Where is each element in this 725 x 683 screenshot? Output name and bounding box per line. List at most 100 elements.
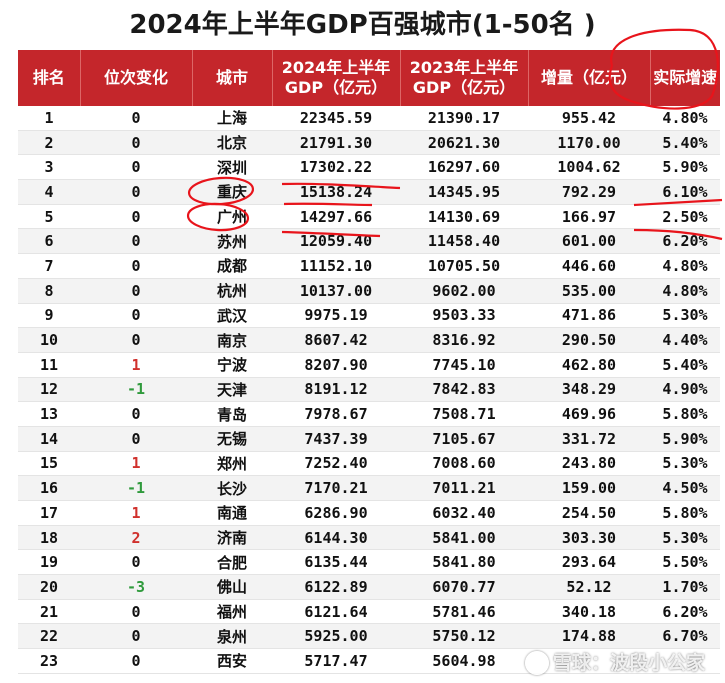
rank-cell: 23 [18, 648, 80, 674]
change-cell: 0 [80, 426, 192, 452]
city-cell: 成都 [192, 253, 272, 279]
change-cell: 0 [80, 599, 192, 625]
gdp-2023-cell: 21390.17 [400, 106, 528, 131]
change-cell: -1 [80, 377, 192, 403]
change-cell: 0 [80, 327, 192, 353]
gdp-2023-cell: 9602.00 [400, 278, 528, 304]
increase-cell: 462.80 [528, 352, 650, 378]
table-row: 10 0 南京 8607.42 8316.92 290.50 4.40% [18, 327, 720, 353]
watermark: 雪球：波段小公家 [524, 648, 705, 675]
rank-cell: 11 [18, 352, 80, 378]
rank-cell: 19 [18, 549, 80, 576]
increase-cell: 955.42 [528, 106, 650, 131]
gdp-2023-cell: 10705.50 [400, 253, 528, 279]
watermark-logo-icon [524, 651, 549, 675]
gdp-2023-cell: 14345.95 [400, 179, 528, 205]
gdp-2023-cell: 7842.83 [400, 377, 528, 403]
change-cell: 0 [80, 648, 192, 674]
increase-cell: 166.97 [528, 204, 650, 230]
gdp-2024-cell: 7978.67 [272, 401, 400, 427]
gdp-2023-cell: 7745.10 [400, 352, 528, 378]
change-cell: -1 [80, 475, 192, 501]
city-cell: 济南 [192, 525, 272, 551]
gdp-2023-cell: 6070.77 [400, 574, 528, 600]
change-cell: 0 [80, 179, 192, 205]
increase-cell: 303.30 [528, 525, 650, 551]
city-cell: 泉州 [192, 623, 272, 650]
gdp-2024-cell: 7252.40 [272, 451, 400, 477]
growth-cell: 5.80% [650, 401, 720, 427]
gdp-2024-cell: 6121.64 [272, 599, 400, 625]
increase-cell: 243.80 [528, 451, 650, 477]
gdp-2024-cell: 7170.21 [272, 475, 400, 501]
table-row: 16 -1 长沙 7170.21 7011.21 159.00 4.50% [18, 475, 720, 501]
gdp-2023-cell: 11458.40 [400, 228, 528, 255]
column-header-gdp-2024-h1: 2024年上半年 GDP（亿元） [272, 50, 401, 106]
table-row: 7 0 成都 11152.10 10705.50 446.60 4.80% [18, 253, 720, 279]
change-cell: -3 [80, 574, 192, 600]
increase-cell: 52.12 [528, 574, 650, 600]
table-row: 9 0 武汉 9975.19 9503.33 471.86 5.30% [18, 303, 720, 329]
gdp-2023-cell: 5781.46 [400, 599, 528, 625]
gdp-2023-cell: 6032.40 [400, 500, 528, 526]
table-body: 1 0 上海 22345.59 21390.17 955.42 4.80% 2 0 北京 21791… [18, 106, 720, 674]
rank-cell: 9 [18, 303, 80, 329]
change-cell: 1 [80, 451, 192, 477]
change-cell: 0 [80, 228, 192, 255]
gdp-2023-cell: 20621.30 [400, 130, 528, 156]
rank-cell: 5 [18, 204, 80, 230]
table-row: 19 0 合肥 6135.44 5841.80 293.64 5.50% [18, 549, 720, 576]
rank-cell: 8 [18, 278, 80, 304]
rank-cell: 16 [18, 475, 80, 501]
city-cell: 重庆 [192, 179, 272, 205]
growth-cell: 5.30% [650, 525, 720, 551]
increase-cell: 471.86 [528, 303, 650, 329]
table-row: 12 -1 天津 8191.12 7842.83 348.29 4.90% [18, 377, 720, 403]
table-row: 17 1 南通 6286.90 6032.40 254.50 5.80% [18, 500, 720, 526]
growth-cell: 5.80% [650, 500, 720, 526]
column-header-rank: 排名 [18, 50, 81, 106]
gdp-table: 排名 位次变化 城市 2024年上半年 GDP（亿元） 2023年上半年 GDP（亿元）… [18, 50, 720, 674]
gdp-2024-cell: 21791.30 [272, 130, 400, 156]
growth-cell: 5.30% [650, 451, 720, 477]
city-cell: 上海 [192, 106, 272, 131]
city-cell: 深圳 [192, 154, 272, 181]
gdp-2024-cell: 6122.89 [272, 574, 400, 600]
table-row: 11 1 宁波 8207.90 7745.10 462.80 5.40% [18, 352, 720, 378]
rank-cell: 6 [18, 228, 80, 255]
change-cell: 0 [80, 130, 192, 156]
table-row: 2 0 北京 21791.30 20621.30 1170.00 5.40% [18, 130, 720, 156]
growth-cell: 4.40% [650, 327, 720, 353]
city-cell: 杭州 [192, 278, 272, 304]
change-cell: 0 [80, 253, 192, 279]
gdp-2023-cell: 9503.33 [400, 303, 528, 329]
gdp-2024-cell: 7437.39 [272, 426, 400, 452]
table-row: 20 -3 佛山 6122.89 6070.77 52.12 1.70% [18, 574, 720, 600]
gdp-2024-cell: 6135.44 [272, 549, 400, 576]
rank-cell: 3 [18, 154, 80, 181]
city-cell: 武汉 [192, 303, 272, 329]
gdp-2024-cell: 14297.66 [272, 204, 400, 230]
rank-cell: 4 [18, 179, 80, 205]
growth-cell: 4.50% [650, 475, 720, 501]
change-cell: 0 [80, 106, 192, 131]
gdp-2023-cell: 7508.71 [400, 401, 528, 427]
table-row: 1 0 上海 22345.59 21390.17 955.42 4.80% [18, 106, 720, 131]
gdp-2024-cell: 17302.22 [272, 154, 400, 181]
city-cell: 苏州 [192, 228, 272, 255]
growth-cell: 4.80% [650, 278, 720, 304]
growth-cell: 6.20% [650, 599, 720, 625]
table-row: 6 0 苏州 12059.40 11458.40 601.00 6.20% [18, 228, 720, 255]
table-row: 4 0 重庆 15138.24 14345.95 792.29 6.10% [18, 179, 720, 205]
increase-cell: 290.50 [528, 327, 650, 353]
rank-cell: 18 [18, 525, 80, 551]
city-cell: 广州 [192, 204, 272, 230]
increase-cell: 348.29 [528, 377, 650, 403]
rank-cell: 2 [18, 130, 80, 156]
gdp-2024-cell: 6286.90 [272, 500, 400, 526]
city-cell: 福州 [192, 599, 272, 625]
city-cell: 南京 [192, 327, 272, 353]
change-cell: 0 [80, 278, 192, 304]
growth-cell: 5.30% [650, 303, 720, 329]
rank-cell: 21 [18, 599, 80, 625]
